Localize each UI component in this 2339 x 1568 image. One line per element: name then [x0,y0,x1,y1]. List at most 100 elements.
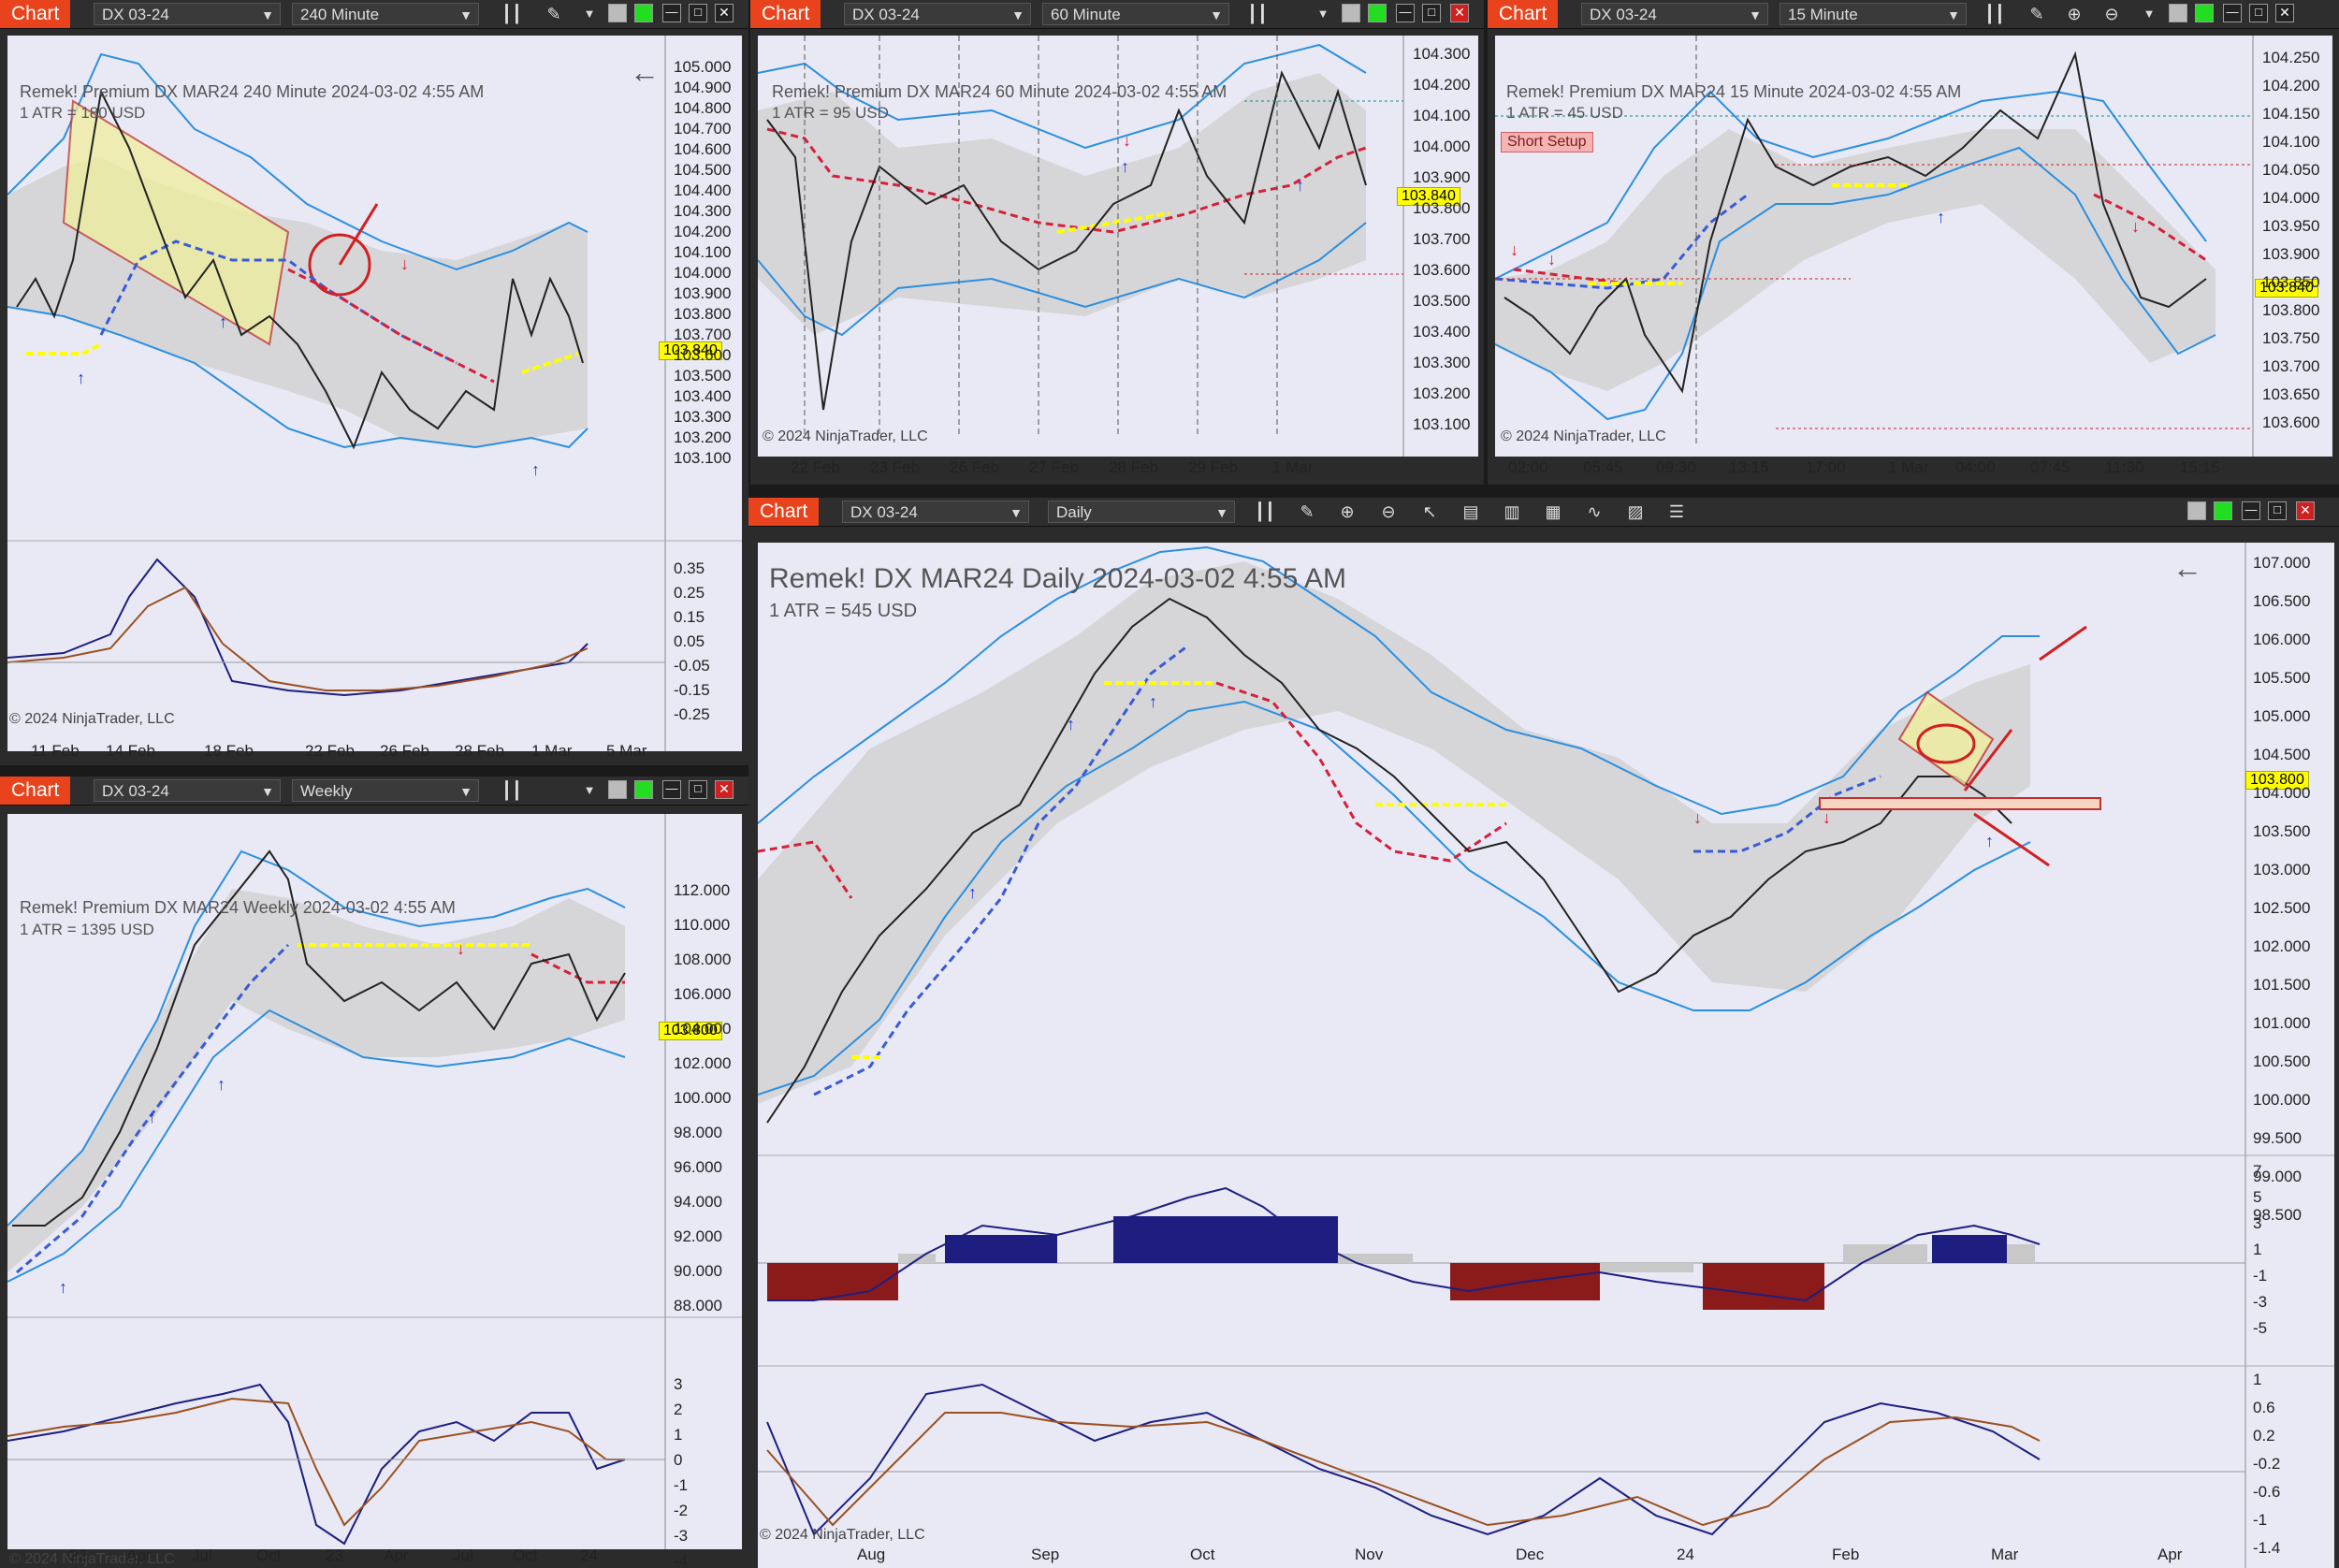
bar-chart-icon[interactable]: ▦ [1545,502,1562,521]
data-box-icon[interactable]: ▤ [1462,502,1479,521]
osc-tick: -1.4 [2253,1539,2281,1557]
lower-band-line [7,1009,626,1283]
bar-type-icon[interactable]: ┃┃ [1247,5,1268,23]
hist-bar-down [767,1263,898,1300]
green-box-icon[interactable] [634,4,653,22]
copyright: © 2024 NinjaTrader, LLC [9,1551,175,1567]
maximize-icon[interactable]: □ [2268,501,2287,520]
chart-tab[interactable]: Chart [0,0,71,28]
atr-label: 1 ATR = 180 USD [20,104,146,122]
bar-type-icon[interactable]: ┃┃ [501,781,522,800]
minimize-icon[interactable]: — [2223,4,2242,22]
volatility-band [758,561,2030,1104]
zoom-out-icon[interactable]: ⊖ [2104,5,2119,23]
chart-pane[interactable]: ↓ ↓ ↓ ↑ Remek! Premium DX MAR24 15 Minut… [1495,36,2332,457]
zoom-in-icon[interactable]: ⊕ [1340,502,1355,521]
close-icon[interactable]: ✕ [1450,4,1469,22]
price-tag: 103.840 [2255,279,2318,298]
highlight-circle [1916,723,1976,764]
instrument-value: DX 03-24 [102,782,169,800]
gray-box-icon[interactable] [608,780,627,799]
zoom-in-icon[interactable]: ⊕ [2067,5,2082,23]
indicators-icon[interactable]: ∿ [1587,502,1602,521]
instrument-selector[interactable]: DX 03-24 ▼ [842,501,1029,523]
lower-band-line [7,306,588,449]
copyright: © 2024 NinjaTrader, LLC [9,711,175,727]
y-tick: 98.000 [674,1124,722,1141]
instrument-selector[interactable]: DX 03-24 ▼ [94,779,281,802]
trend-up-line [16,943,290,1274]
x-tick: Apr [384,1546,409,1564]
bar-type-icon[interactable]: ┃┃ [501,5,522,23]
close-icon[interactable]: ✕ [2275,4,2294,22]
dropdown-arrow-icon[interactable]: ▼ [2143,7,2156,21]
zoom-out-icon[interactable]: ⊖ [1381,502,1396,521]
green-box-icon[interactable] [634,780,653,799]
trend-down-line [766,127,1367,234]
chart-tab[interactable]: Chart [748,498,820,526]
hist-bar-neutral [898,1254,936,1263]
close-icon[interactable]: ✕ [715,4,734,22]
instrument-selector[interactable]: DX 03-24 ▼ [94,3,281,25]
y-tick: 103.850 [2262,273,2320,291]
hist-bar-neutral [1843,1244,1927,1263]
gray-box-icon[interactable] [2169,4,2187,22]
gray-box-icon[interactable] [1342,4,1360,22]
chart-tab[interactable]: Chart [1488,0,1559,28]
gray-box-icon[interactable] [608,4,627,22]
instrument-selector[interactable]: DX 03-24 ▼ [1581,3,1768,25]
y-tick: 104.900 [674,79,732,96]
drawing-tool-icon[interactable]: ✎ [1300,502,1315,521]
x-tick: 11 Feb [31,742,80,760]
dropdown-arrow-icon[interactable]: ▼ [583,783,596,797]
green-box-icon[interactable] [1368,4,1387,22]
x-tick: 05:45 [1583,458,1623,476]
timeframe-selector[interactable]: 60 Minute ▼ [1042,3,1229,25]
strategies-icon[interactable]: ▨ [1627,502,1644,521]
timeframe-selector[interactable]: Weekly ▼ [292,779,479,802]
pointer-icon[interactable]: ↖ [1422,502,1437,521]
green-box-icon[interactable] [2214,501,2232,520]
copyright: © 2024 NinjaTrader, LLC [763,428,928,444]
chart-pane[interactable]: ↓ ↓ ↑ ↑ ↑ ↑ ← [758,543,2334,1568]
y-tick: 103.500 [2253,822,2311,840]
chart-pane[interactable]: ↑ ↑ ↑ ↓ ← Remek! Premium DX MAR24 240 Mi… [7,36,742,760]
minimize-icon[interactable]: — [662,4,681,22]
gray-box-icon[interactable] [2187,501,2206,520]
upper-band-line [7,849,626,1227]
drawing-tool-icon[interactable]: ✎ [546,5,561,23]
chart-pane[interactable]: ↑ ↑ ↑ ↓ Remek! Premium DX MAR24 Weekly 2… [7,814,742,1568]
chart-header: Remek! Premium DX MAR24 60 Minute 2024-0… [772,82,1228,101]
bar-type-icon[interactable]: ┃┃ [1255,502,1275,521]
green-box-icon[interactable] [2195,4,2214,22]
y-tick: 103.700 [2262,357,2320,375]
timeframe-selector[interactable]: 240 Minute ▼ [292,3,479,25]
drawing-tool-icon[interactable]: ✎ [2029,5,2044,23]
maximize-icon[interactable]: □ [1422,4,1441,22]
chart-tab[interactable]: Chart [750,0,821,28]
dropdown-arrow-icon[interactable]: ▼ [583,7,596,21]
maximize-icon[interactable]: □ [2249,4,2268,22]
copyright: © 2024 NinjaTrader, LLC [1501,428,1666,444]
chart-window-240min: Chart DX 03-24 ▼ 240 Minute ▼ ┃┃ ✎ ▼ — □ ✕… [0,0,748,765]
maximize-icon[interactable]: □ [689,780,707,799]
close-icon[interactable]: ✕ [715,780,734,799]
close-icon[interactable]: ✕ [2296,501,2315,520]
y-tick: 103.400 [674,387,732,405]
instrument-selector[interactable]: DX 03-24 ▼ [844,3,1031,25]
bar-type-icon[interactable]: ┃┃ [1984,5,2005,23]
template-icon[interactable]: ▥ [1504,502,1520,521]
minimize-icon[interactable]: — [662,780,681,799]
back-arrow-icon[interactable]: ← [2172,551,2202,585]
minimize-icon[interactable]: — [2242,501,2260,520]
maximize-icon[interactable]: □ [689,4,707,22]
timeframe-selector[interactable]: 15 Minute ▼ [1780,3,1967,25]
dropdown-arrow-icon[interactable]: ▼ [1316,7,1329,21]
chart-pane[interactable]: ↑ ↑ ↓ Remek! Premium DX MAR24 60 Minute … [758,36,1478,457]
properties-icon[interactable]: ☰ [1668,502,1685,521]
chart-tab[interactable]: Chart [0,777,71,805]
back-arrow-icon[interactable]: ← [630,55,660,89]
timeframe-selector[interactable]: Daily ▼ [1048,501,1235,523]
minimize-icon[interactable]: — [1396,4,1415,22]
instrument-value: DX 03-24 [1590,6,1657,23]
